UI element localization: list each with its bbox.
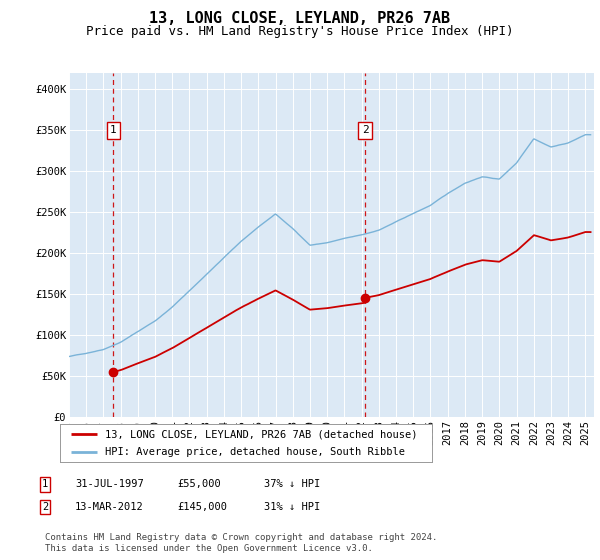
Text: 13-MAR-2012: 13-MAR-2012 — [75, 502, 144, 512]
Text: 2: 2 — [42, 502, 48, 512]
Text: 1: 1 — [42, 479, 48, 489]
Text: 13, LONG CLOSE, LEYLAND, PR26 7AB: 13, LONG CLOSE, LEYLAND, PR26 7AB — [149, 11, 451, 26]
Text: 37% ↓ HPI: 37% ↓ HPI — [264, 479, 320, 489]
Text: 31-JUL-1997: 31-JUL-1997 — [75, 479, 144, 489]
Text: £145,000: £145,000 — [177, 502, 227, 512]
Text: 31% ↓ HPI: 31% ↓ HPI — [264, 502, 320, 512]
Text: 13, LONG CLOSE, LEYLAND, PR26 7AB (detached house): 13, LONG CLOSE, LEYLAND, PR26 7AB (detac… — [104, 429, 417, 439]
Text: 1: 1 — [110, 125, 117, 135]
Text: £55,000: £55,000 — [177, 479, 221, 489]
Text: Price paid vs. HM Land Registry's House Price Index (HPI): Price paid vs. HM Land Registry's House … — [86, 25, 514, 38]
Text: HPI: Average price, detached house, South Ribble: HPI: Average price, detached house, Sout… — [104, 447, 404, 458]
Text: 2: 2 — [362, 125, 368, 135]
Text: Contains HM Land Registry data © Crown copyright and database right 2024.
This d: Contains HM Land Registry data © Crown c… — [45, 533, 437, 553]
